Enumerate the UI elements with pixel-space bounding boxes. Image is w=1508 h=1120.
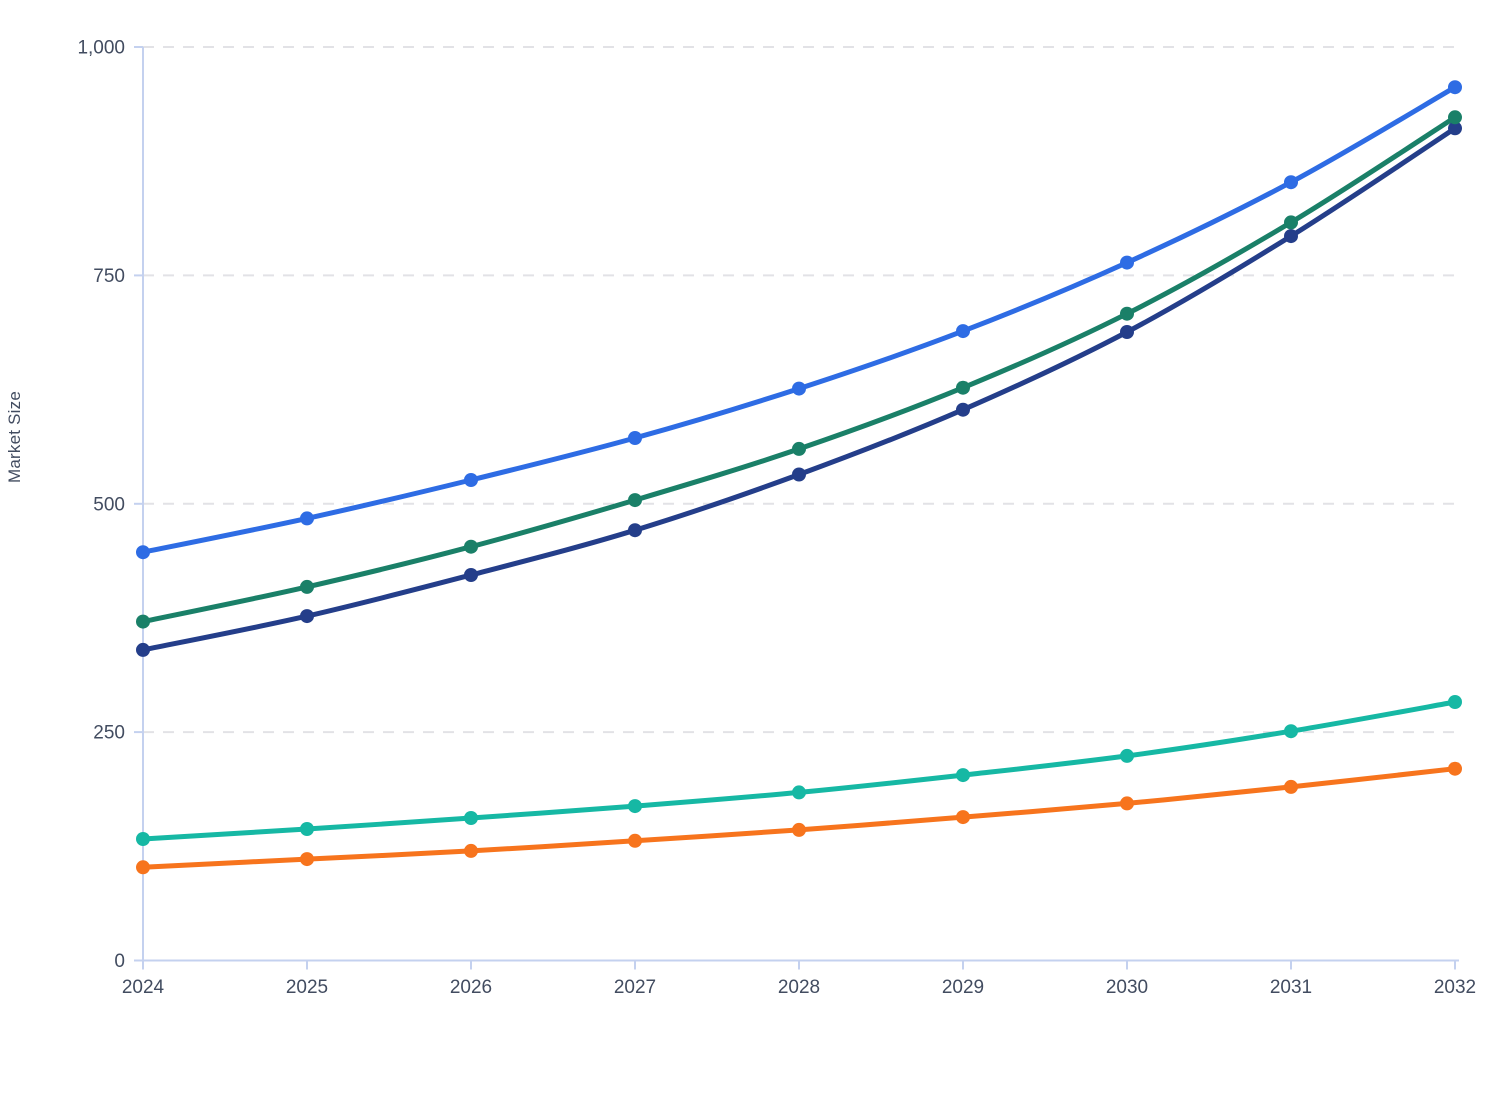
y-tick-label-250: 250 (93, 723, 125, 744)
y-tick-label-500: 500 (93, 494, 125, 515)
data-point-green-2030[interactable] (1120, 306, 1134, 321)
x-tick-label-2029: 2029 (942, 977, 984, 998)
data-point-green-2027[interactable] (628, 493, 642, 508)
data-point-green-2025[interactable] (300, 579, 314, 594)
data-point-green-2024[interactable] (136, 614, 150, 629)
data-point-navy-2029[interactable] (956, 402, 970, 417)
data-point-blue-2028[interactable] (792, 381, 806, 396)
data-point-orange-2032[interactable] (1448, 761, 1462, 776)
data-point-navy-2024[interactable] (136, 642, 150, 657)
data-point-green-2026[interactable] (464, 539, 478, 554)
data-point-blue-2030[interactable] (1120, 255, 1134, 270)
series-line-green (140, 114, 1458, 625)
data-point-orange-2029[interactable] (956, 810, 970, 825)
data-point-blue-2024[interactable] (136, 545, 150, 560)
series-line-blue (140, 84, 1458, 555)
data-point-navy-2032[interactable] (1448, 121, 1462, 136)
data-point-green-2029[interactable] (956, 380, 970, 395)
data-point-orange-2025[interactable] (300, 852, 314, 867)
data-point-green-2031[interactable] (1284, 215, 1298, 230)
x-tick-label-2025: 2025 (286, 977, 328, 998)
data-point-orange-2030[interactable] (1120, 796, 1134, 811)
x-tick-label-2032: 2032 (1434, 977, 1476, 998)
y-tick-label-0: 0 (114, 951, 125, 972)
y-tick-label-750: 750 (93, 266, 125, 287)
data-point-teal-2032[interactable] (1448, 695, 1462, 709)
data-point-orange-2031[interactable] (1284, 779, 1298, 794)
data-point-green-2032[interactable] (1448, 110, 1462, 125)
data-point-orange-2028[interactable] (792, 822, 806, 837)
x-tick-label-2027: 2027 (614, 977, 656, 998)
data-point-navy-2027[interactable] (628, 523, 642, 538)
data-point-blue-2025[interactable] (300, 511, 314, 526)
data-point-orange-2024[interactable] (136, 860, 150, 875)
data-point-teal-2028[interactable] (792, 785, 806, 800)
data-point-orange-2026[interactable] (464, 843, 478, 858)
data-point-navy-2030[interactable] (1120, 325, 1134, 339)
y-axis-title: Market Size (5, 391, 24, 483)
data-point-teal-2029[interactable] (956, 768, 970, 783)
data-point-blue-2031[interactable] (1284, 175, 1298, 190)
x-tick-label-2030: 2030 (1106, 977, 1148, 998)
series-line-orange (140, 766, 1458, 870)
x-tick-label-2026: 2026 (450, 977, 492, 998)
data-point-blue-2032[interactable] (1448, 80, 1462, 95)
data-point-teal-2026[interactable] (464, 811, 478, 825)
series-layer (136, 80, 1462, 875)
data-point-blue-2026[interactable] (464, 473, 478, 487)
data-point-green-2028[interactable] (792, 441, 806, 456)
tick-labels-layer: 0 250 500 750 1,000 2024 2025 2026 2027 2028 2029 2… (77, 38, 1476, 999)
x-tick-label-2028: 2028 (778, 977, 820, 998)
data-point-orange-2027[interactable] (628, 833, 642, 848)
data-point-teal-2031[interactable] (1284, 724, 1298, 739)
data-point-navy-2031[interactable] (1284, 229, 1298, 244)
y-tick-label-1,000: 1,000 (77, 38, 125, 59)
data-point-teal-2027[interactable] (628, 799, 642, 814)
x-tick-label-2024: 2024 (122, 977, 165, 998)
axes-layer (134, 46, 1459, 970)
data-point-teal-2025[interactable] (300, 822, 314, 836)
series-line-teal (140, 699, 1458, 842)
data-point-teal-2030[interactable] (1120, 748, 1134, 763)
data-point-blue-2027[interactable] (628, 431, 642, 445)
data-point-navy-2026[interactable] (464, 568, 478, 582)
data-point-teal-2024[interactable] (136, 832, 150, 846)
data-point-navy-2028[interactable] (792, 467, 806, 482)
data-point-navy-2025[interactable] (300, 609, 314, 624)
data-point-blue-2029[interactable] (956, 324, 970, 339)
x-tick-label-2031: 2031 (1270, 977, 1312, 998)
